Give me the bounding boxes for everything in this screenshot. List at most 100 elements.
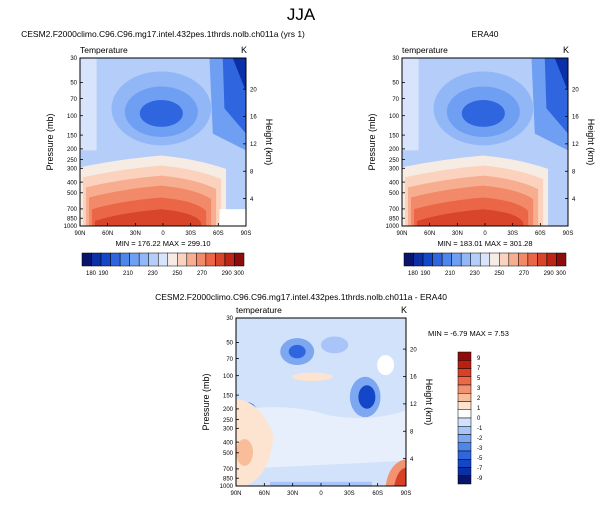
colorbar-swatch bbox=[148, 252, 159, 267]
x-tick-label: 0 bbox=[161, 231, 165, 237]
y-tick-label: 250 bbox=[389, 158, 400, 164]
colorbar-swatch bbox=[119, 252, 130, 267]
colorbar-label: 1 bbox=[477, 406, 481, 412]
y-tick-label: 150 bbox=[223, 393, 234, 399]
y2-axis-label: Height (km) bbox=[264, 119, 274, 166]
y-axis-label: Pressure (mb) bbox=[45, 113, 55, 170]
y2-tick-label: 12 bbox=[572, 142, 579, 148]
x-tick-label: 30N bbox=[287, 491, 298, 497]
y-tick-label: 200 bbox=[223, 407, 234, 413]
colorbar-swatch bbox=[186, 252, 197, 267]
y2-tick-label: 16 bbox=[410, 375, 417, 381]
y-tick-label: 150 bbox=[389, 133, 400, 139]
y2-axis-label: Height (km) bbox=[586, 119, 596, 166]
panel-title: ERA40 bbox=[472, 29, 499, 39]
x-tick-label: 30S bbox=[507, 231, 518, 237]
x-tick-label: 60S bbox=[372, 491, 383, 497]
y-tick-label: 400 bbox=[223, 440, 234, 446]
y-tick-label: 400 bbox=[389, 180, 400, 186]
colorbar-swatch bbox=[451, 252, 462, 267]
colorbar-swatch bbox=[157, 252, 169, 267]
colorbar-label: 2 bbox=[477, 396, 481, 402]
y2-axis-label: Height (km) bbox=[424, 379, 434, 426]
y-tick-label: 300 bbox=[223, 427, 234, 433]
y-tick-label: 850 bbox=[67, 216, 78, 222]
contour-region bbox=[554, 58, 568, 92]
colorbar-swatch bbox=[457, 393, 472, 402]
y-tick-label: 850 bbox=[223, 476, 234, 482]
contour-region bbox=[288, 344, 306, 359]
colorbar-swatch bbox=[167, 252, 178, 267]
x-tick-label: 90S bbox=[241, 231, 252, 237]
colorbar-swatch bbox=[234, 252, 245, 267]
colorbar-swatch bbox=[527, 252, 538, 267]
colorbar-swatch bbox=[457, 417, 472, 427]
panel-title: CESM2.F2000climo.C96.C96.mg17.intel.432p… bbox=[21, 29, 305, 39]
x-tick-label: 30N bbox=[452, 231, 463, 237]
y-tick-label: 300 bbox=[67, 167, 78, 173]
y2-tick-label: 8 bbox=[572, 169, 576, 175]
contour-region bbox=[394, 467, 406, 486]
panel-title: CESM2.F2000climo.C96.C96.mg17.intel.432p… bbox=[155, 292, 447, 302]
colorbar-label: 270 bbox=[197, 271, 208, 277]
colorbar-swatch bbox=[457, 368, 472, 377]
colorbar-label: 190 bbox=[98, 271, 109, 277]
colorbar-swatch bbox=[457, 475, 472, 485]
colorbar-swatch bbox=[457, 376, 472, 386]
colorbar-label: 270 bbox=[519, 271, 530, 277]
colorbar-swatch bbox=[457, 384, 472, 394]
x-tick-label: 90N bbox=[396, 231, 407, 237]
y-tick-label: 70 bbox=[392, 97, 399, 103]
y-tick-label: 850 bbox=[389, 216, 400, 222]
colorbar-label: 190 bbox=[420, 271, 431, 277]
y-tick-label: 500 bbox=[389, 191, 400, 197]
y-axis-label: Pressure (mb) bbox=[367, 113, 377, 170]
colorbar-swatch bbox=[457, 401, 472, 410]
stats-label: MIN = 183.01 MAX = 301.28 bbox=[437, 239, 532, 248]
colorbar-swatch bbox=[537, 252, 548, 267]
colorbar-swatch bbox=[177, 252, 188, 267]
y-tick-label: 700 bbox=[223, 467, 234, 473]
units-label: K bbox=[401, 305, 407, 315]
colorbar-swatch bbox=[224, 252, 235, 267]
colorbar-swatch bbox=[546, 252, 557, 267]
colorbar-swatch bbox=[110, 252, 121, 267]
contour-region bbox=[292, 372, 333, 381]
y-tick-label: 1000 bbox=[64, 224, 78, 230]
y-tick-label: 1000 bbox=[386, 224, 400, 230]
panel-diff: CESM2.F2000climo.C96.C96.mg17.intel.432p… bbox=[155, 292, 509, 497]
y-axis-label: Pressure (mb) bbox=[201, 373, 211, 430]
variable-label: Temperature bbox=[80, 45, 128, 55]
contour-region bbox=[358, 385, 376, 409]
colorbar-label: -9 bbox=[477, 476, 483, 482]
colorbar-diff: 9 7 5 3 2 1 0 -1 -2 -3 -5 -7 -9 bbox=[457, 351, 483, 485]
y2-tick-label: 12 bbox=[410, 402, 417, 408]
y-tick-label: 30 bbox=[226, 316, 233, 322]
colorbar-label: -1 bbox=[477, 426, 483, 432]
colorbar-swatch bbox=[441, 252, 452, 267]
y-tick-label: 500 bbox=[67, 191, 78, 197]
colorbar-swatch bbox=[457, 450, 472, 460]
figure-title: JJA bbox=[287, 5, 316, 24]
colorbar-label: 290 bbox=[544, 271, 555, 277]
y-tick-label: 30 bbox=[392, 56, 399, 62]
colorbar-swatch bbox=[457, 351, 472, 361]
colorbar-swatch bbox=[100, 252, 111, 267]
colorbar-label: -2 bbox=[477, 436, 483, 442]
colorbar-upper: 180 190 210 230 250 270 290 300 180 190 210 230 250 2… bbox=[81, 252, 567, 277]
x-tick-label: 60S bbox=[213, 231, 224, 237]
y-tick-label: 700 bbox=[389, 207, 400, 213]
x-tick-label: 90N bbox=[230, 491, 241, 497]
colorbar-label: -7 bbox=[477, 466, 483, 472]
contour-field bbox=[236, 318, 406, 486]
contour-region bbox=[236, 438, 253, 466]
colorbar-swatch bbox=[138, 252, 149, 267]
y-tick-label: 100 bbox=[389, 114, 400, 120]
contour-region bbox=[80, 58, 97, 151]
panel-obs: ERA40 temperature K 90N 60N 30N 0 30S 60S 90S 30 50… bbox=[367, 29, 596, 248]
y-tick-label: 100 bbox=[67, 114, 78, 120]
contour-region bbox=[139, 100, 183, 127]
colorbar-swatch bbox=[489, 252, 500, 267]
colorbar-label: 250 bbox=[494, 271, 505, 277]
contour-region bbox=[219, 209, 246, 226]
